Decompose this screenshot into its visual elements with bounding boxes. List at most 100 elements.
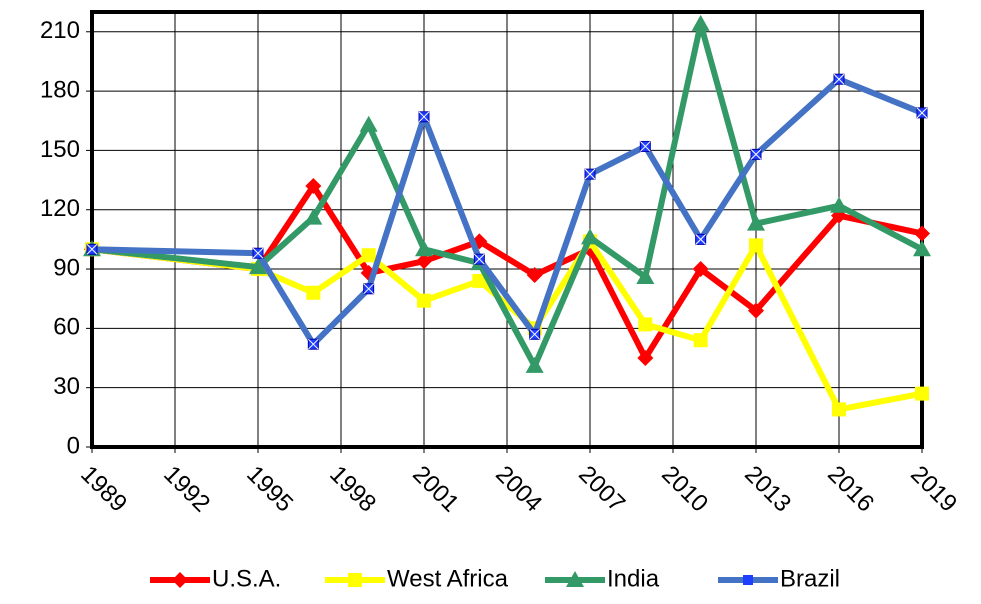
marker-shape — [914, 225, 930, 242]
marker — [695, 233, 707, 245]
marker — [832, 402, 846, 417]
y-tick-label: 120 — [40, 195, 80, 222]
marker-cross — [86, 243, 98, 255]
marker-cross — [473, 253, 485, 265]
marker-shape — [693, 333, 708, 348]
marker-shape — [172, 572, 188, 588]
marker — [359, 115, 378, 132]
marker-shape — [915, 386, 929, 401]
marker — [418, 111, 430, 123]
x-tick-label: 2013 — [739, 461, 796, 518]
marker — [693, 333, 708, 348]
marker-shape — [417, 293, 431, 308]
x-tick-label: 2016 — [822, 461, 879, 518]
marker — [306, 285, 321, 300]
marker — [636, 267, 655, 284]
marker — [830, 196, 848, 213]
marker — [249, 258, 267, 275]
x-tick-label: 2004 — [490, 461, 547, 518]
marker-shape — [566, 571, 584, 587]
marker — [415, 240, 433, 257]
marker-shape — [472, 273, 487, 288]
y-tick-label: 180 — [40, 76, 80, 103]
marker-shape — [304, 208, 323, 225]
x-tick-label: 2007 — [573, 461, 630, 518]
x-tick-label: 2019 — [905, 461, 962, 518]
y-tick-label: 30 — [53, 373, 80, 400]
marker-shape — [359, 115, 378, 132]
marker-cross — [639, 141, 651, 152]
marker-shape — [637, 350, 654, 367]
y-tick-label: 150 — [40, 136, 80, 163]
marker-shape — [361, 248, 376, 263]
marker-shape — [749, 238, 763, 253]
marker-cross — [529, 328, 541, 340]
x-tick-label: 1992 — [158, 461, 215, 518]
marker — [748, 302, 764, 319]
marker-shape — [747, 214, 765, 231]
marker-shape — [692, 261, 709, 278]
legend-marker — [172, 572, 188, 588]
y-tick-label: 60 — [53, 314, 80, 341]
marker-cross — [363, 283, 375, 295]
marker — [416, 253, 432, 270]
legend-label: India — [607, 565, 660, 592]
x-tick-label: 1995 — [241, 461, 298, 518]
marker-shape — [348, 573, 362, 587]
marker-shape — [415, 240, 433, 257]
marker — [750, 148, 762, 160]
marker-shape — [830, 196, 848, 213]
legend-label: U.S.A. — [212, 565, 281, 592]
marker-shape — [306, 285, 321, 300]
y-tick-label: 90 — [53, 254, 80, 281]
marker — [913, 240, 931, 257]
legend-marker — [566, 571, 584, 587]
marker-shape — [913, 240, 931, 257]
x-tick-label: 1989 — [75, 461, 132, 518]
x-tick-label: 2001 — [407, 461, 464, 518]
marker-cross — [252, 247, 264, 259]
marker-shape — [305, 178, 322, 194]
legend-marker — [348, 573, 362, 587]
marker — [637, 350, 654, 367]
marker — [86, 243, 98, 255]
marker — [304, 208, 323, 225]
marker-cross — [833, 73, 845, 85]
marker — [473, 253, 485, 265]
marker-cross — [307, 338, 319, 350]
marker-shape — [416, 253, 432, 270]
legend-label: Brazil — [780, 565, 840, 592]
marker-shape — [743, 575, 753, 585]
marker — [747, 214, 765, 231]
marker — [305, 178, 322, 194]
legend-label: West Africa — [387, 565, 509, 592]
marker — [691, 14, 710, 31]
marker — [639, 140, 651, 152]
marker — [472, 273, 487, 288]
marker-shape — [832, 402, 846, 417]
marker — [252, 247, 264, 259]
marker — [638, 317, 653, 332]
marker — [417, 293, 431, 308]
marker — [916, 107, 928, 119]
marker — [749, 238, 763, 253]
marker-shape — [249, 258, 267, 275]
marker-cross — [695, 234, 707, 245]
marker-shape — [748, 302, 764, 319]
marker-shape — [581, 228, 599, 245]
x-tick-label: 1998 — [324, 461, 381, 518]
marker-shape — [636, 267, 655, 284]
marker — [584, 168, 596, 180]
marker-shape — [691, 14, 710, 31]
y-tick-label: 0 — [67, 432, 80, 459]
marker — [833, 73, 845, 85]
marker — [581, 228, 599, 245]
x-tick-label: 2010 — [656, 461, 713, 518]
marker — [363, 283, 375, 295]
marker-cross — [418, 111, 430, 123]
marker-shape — [525, 356, 544, 373]
marker-shape — [638, 317, 653, 332]
marker — [529, 328, 541, 340]
marker-cross — [750, 149, 762, 160]
